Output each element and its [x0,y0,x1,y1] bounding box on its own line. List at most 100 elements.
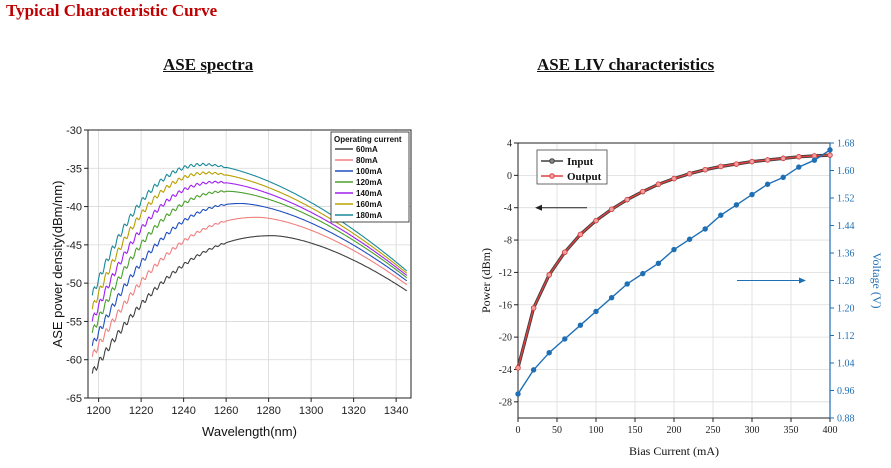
point-voltage [515,391,521,397]
y-tick-label: -12 [499,268,512,279]
y2-tick-label: 0.96 [837,386,855,397]
y2-tick-label: 1.52 [837,194,855,205]
y-tick-label: -4 [504,203,512,214]
legend-entry: 140mA [356,189,382,198]
point-voltage [577,322,584,328]
legend-box [330,131,410,223]
point-voltage [530,367,537,373]
legend-entry: 60mA [356,145,378,154]
x-tick-label: 400 [823,425,838,436]
point-output [515,365,521,371]
x-tick-label: 1300 [299,405,323,417]
point-voltage [796,164,802,170]
point-output [546,272,552,278]
series-line-80mA [91,216,408,357]
point-output [733,161,740,167]
y-tick-label: -28 [499,397,512,408]
left-axis-arrowhead [535,204,542,211]
point-voltage [733,202,740,208]
y2-tick-label: 1.68 [837,139,855,150]
y-tick-label: -20 [499,333,512,344]
point-voltage [562,336,568,342]
x-tick-label: 150 [628,425,643,436]
y2-tick-label: 1.04 [837,359,855,370]
series-line-180mA [91,162,408,296]
y-tick-label: -45 [66,240,82,252]
x-axis-label: Wavelength(nm) [202,424,297,439]
legend-entry: 160mA [356,200,382,209]
right-axis-arrowhead [799,277,806,284]
x-tick-label: 1200 [86,405,110,417]
legend-entry: 100mA [356,167,382,176]
y-tick-label: 0 [507,171,512,182]
x-tick-label: 1240 [171,405,195,417]
y-tick-label: -8 [504,236,512,247]
legend-box [536,149,608,185]
y-tick-label: -55 [66,316,82,328]
point-voltage [671,246,677,253]
x-tick-label: 1260 [214,405,238,417]
y2-tick-label: 1.20 [837,304,855,315]
x-axis-label: Bias Current (mA) [629,444,719,458]
x-tick-label: 300 [745,425,760,436]
point-output [577,231,584,238]
plot-frame [87,129,412,399]
legend-title: Operating current [334,135,402,144]
y2-tick-label: 1.60 [837,166,855,177]
legend-entry: 120mA [356,178,382,187]
x-tick-label: 1220 [129,405,153,417]
point-voltage [608,294,615,301]
y2-tick-label: 1.36 [837,249,855,260]
x-tick-label: 1320 [341,405,365,417]
point-voltage [827,147,833,153]
point-voltage [811,157,818,163]
y2-tick-label: 1.28 [837,276,855,287]
y2-tick-label: 0.88 [837,414,855,425]
point-voltage [624,281,630,287]
y-tick-label: -16 [499,300,512,311]
page-title: Typical Characteristic Curve [6,1,218,20]
ase-spectra-heading: ASE spectra [163,55,254,74]
y-tick-label: -40 [66,202,82,214]
point-output [702,166,708,173]
x-tick-label: 100 [589,425,604,436]
point-voltage [780,174,786,181]
x-tick-label: 1340 [384,405,408,417]
y-tick-label: -30 [66,125,82,137]
y-tick-label: -35 [66,163,82,175]
x-tick-label: 50 [552,425,562,436]
x-tick-label: 1280 [256,405,280,417]
point-output [624,196,630,203]
ase-liv-heading: ASE LIV characteristics [537,55,715,74]
point-output [718,163,724,170]
point-voltage [593,308,599,315]
series-line-160mA [91,171,408,310]
legend-entry: 80mA [356,156,378,165]
y2-axis-label: Voltage (V) [870,252,884,308]
legend-marker [549,173,555,179]
point-output [640,188,646,195]
point-output [530,305,537,311]
point-output [827,152,833,158]
y-tick-label: -50 [66,278,82,290]
legend-entry: Input [567,156,594,168]
point-voltage [686,236,693,242]
legend-entry: 180mA [356,211,382,220]
point-output [593,217,599,224]
y-axis-label: ASE power density(dBm/nm) [50,181,65,348]
x-tick-label: 200 [667,425,682,436]
x-tick-label: 0 [516,425,521,436]
legend-entry: Output [567,171,602,183]
y2-tick-label: 1.44 [837,221,855,232]
y-tick-label: -60 [66,355,82,367]
y2-tick-label: 1.12 [837,331,855,342]
series-line-140mA [91,180,408,322]
point-voltage [702,226,708,232]
point-output [764,157,771,163]
x-tick-label: 350 [784,425,799,436]
point-voltage [764,181,771,187]
point-output [780,155,786,162]
y-axis-label: Power (dBm) [479,248,493,313]
